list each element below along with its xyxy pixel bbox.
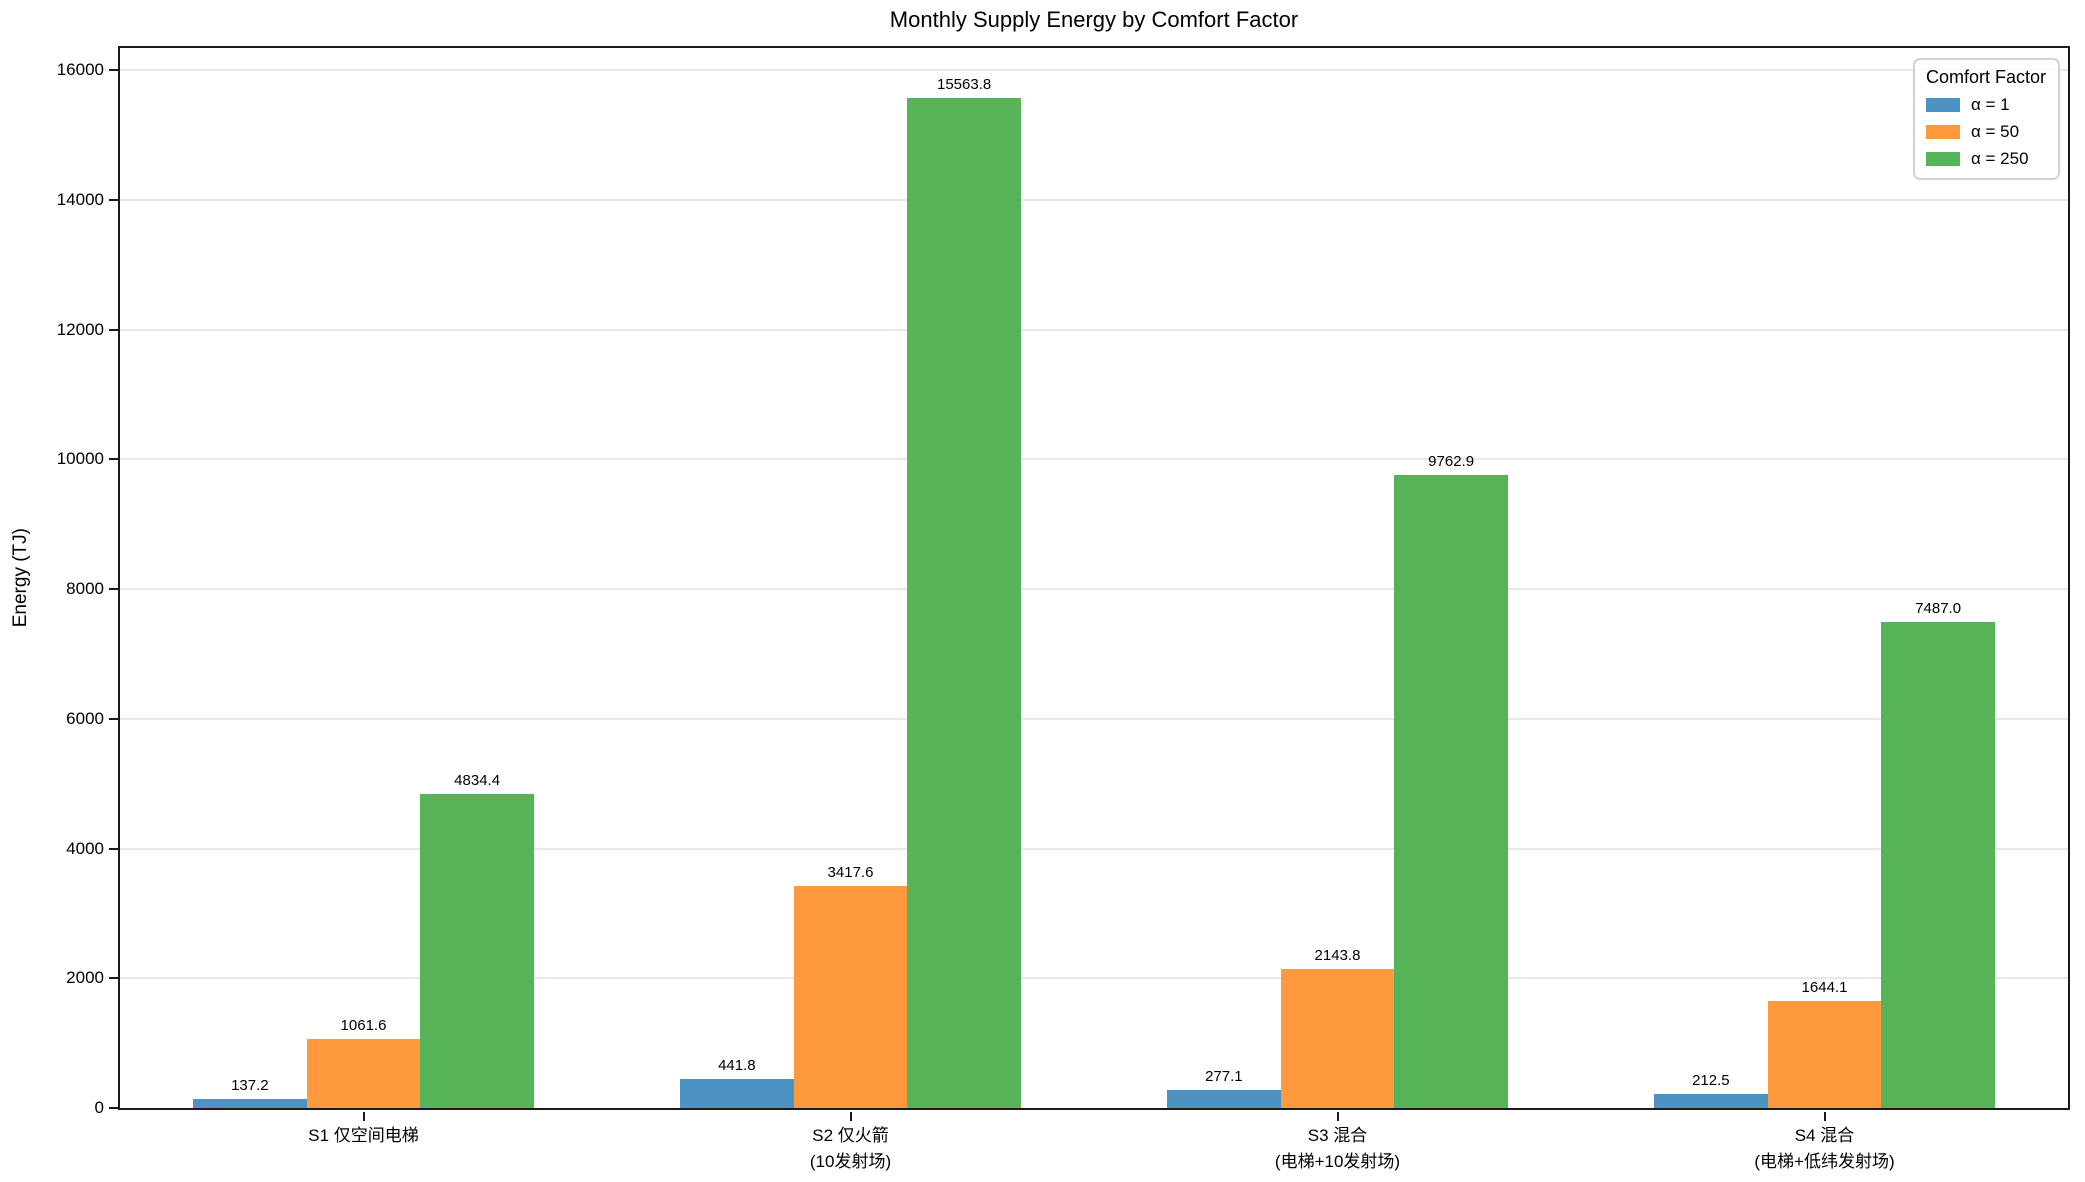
y-tick-mark [109,977,118,980]
x-tick-mark [1823,1112,1826,1121]
gridline-y-4000 [120,847,2068,850]
gridline-y-10000 [120,458,2068,461]
y-tick-label: 12000 [56,319,104,339]
y-tick-label: 16000 [56,60,104,80]
bar-α=1: 441.8 [680,1057,794,1108]
legend-label: α = 1 [1970,95,2010,114]
y-tick-label: 10000 [56,449,104,469]
y-tick-mark [109,198,118,201]
x-tick-label: S4 混合 (电梯+低纬发射场) [1754,1126,1895,1172]
bar-α=1: 137.2 [193,1077,307,1108]
bar-α=250: 4834.4 [420,772,534,1108]
bar-value-label: 1061.6 [340,1017,387,1035]
legend-label: α = 50 [1970,122,2020,141]
x-tick-label: S3 混合 (电梯+10发射场) [1274,1126,1401,1172]
bar-α=250: 9762.9 [1394,453,1508,1108]
y-tick-label: 4000 [66,838,104,858]
bar-groups: 137.2 1061.6 4834.4 S1 仅空间电梯 441.8 3417.6 1556… [120,48,2068,1171]
x-tick-label: S2 仅火箭 (10发射场) [809,1126,892,1172]
gridline-y-2000 [120,977,2068,980]
legend-entry: α = 250 [1925,149,2046,169]
bar-value-label: 7487.0 [1915,600,1962,618]
y-tick-label: 14000 [56,189,104,209]
bar-value-label: 277.1 [1205,1068,1243,1086]
legend-swatch-alpha-50 [1925,125,1960,139]
bar-value-label: 212.5 [1692,1072,1730,1090]
y-tick-mark [109,847,118,850]
legend-entry: α = 1 [1925,95,2046,115]
bar-value-label: 3417.6 [827,864,874,882]
bar-group-1: 137.2 1061.6 4834.4 S1 仅空间电梯 [120,48,607,1145]
legend-swatch-alpha-250 [1925,152,1960,166]
gridline-y-12000 [120,328,2068,331]
bar-α=1: 277.1 [1167,1068,1281,1108]
bar-group-2: 441.8 3417.6 15563.8 S2 仅火箭 (10发射场) [607,48,1094,1171]
chart-title: Monthly Supply Energy by Comfort Factor [889,7,1299,32]
bars: 137.2 1061.6 4834.4 [193,48,534,1108]
y-tick-label: 8000 [66,579,104,599]
legend-swatch-alpha-1 [1925,98,1960,112]
y-axis-label-wrap: Energy (TJ) [8,46,34,1110]
gridline-y-14000 [120,198,2068,201]
gridline-y-8000 [120,588,2068,591]
bar-α=250: 7487.0 [1881,600,1995,1108]
y-tick-label: 0 [94,1098,104,1117]
y-tick-mark [109,717,118,720]
x-tick-mark [362,1112,365,1121]
y-tick-mark [109,69,118,72]
bar-value-label: 137.2 [231,1077,269,1095]
x-tick-mark [849,1112,852,1121]
bar-group-4: 212.5 1644.1 7487.0 S4 混合 (电梯+低纬发射场) [1581,48,2068,1171]
bars: 277.1 2143.8 9762.9 [1167,48,1508,1108]
bar-value-label: 441.8 [718,1057,756,1075]
y-tick-label: 2000 [66,968,104,988]
y-tick-mark [109,588,118,591]
bar-α=250: 15563.8 [907,76,1021,1108]
bar-value-label: 2143.8 [1314,946,1361,964]
y-tick-mark [109,328,118,331]
legend: Comfort Factor α = 1 α = 50 α = 250 [1912,58,2060,180]
x-tick-label: S1 仅空间电梯 [308,1126,419,1145]
gridline-y-6000 [120,717,2068,720]
bars: 441.8 3417.6 15563.8 [680,48,1021,1108]
bar-α=50: 1644.1 [1767,979,1882,1108]
bar-group-3: 277.1 2143.8 9762.9 S3 混合 (电梯+10发射场) [1094,48,1581,1171]
bar-α=50: 1061.6 [306,1017,421,1108]
x-tick-mark [1336,1112,1339,1121]
y-axis-label: Energy (TJ) [10,528,31,628]
bar-value-label: 9762.9 [1428,452,1475,470]
bar-value-label: 1644.1 [1801,979,1848,997]
bar-value-label: 4834.4 [454,772,501,790]
bars: 212.5 1644.1 7487.0 [1654,48,1995,1108]
bar-α=50: 2143.8 [1280,947,1395,1108]
legend-entry: α = 50 [1925,122,2046,142]
plot-area: 0 2000 4000 6000 8000 10000 12000 14000 16000 13… [57,46,2070,1171]
y-tick-mark [109,458,118,461]
y-tick-mark [109,1107,118,1109]
bar-α=50: 3417.6 [793,864,908,1108]
legend-title: Comfort Factor [1925,67,2046,87]
y-tick-label: 6000 [66,708,104,728]
bar-α=1: 212.5 [1654,1072,1768,1108]
legend-label: α = 250 [1970,149,2029,168]
gridline-y-16000 [120,69,2068,72]
bar-value-label: 15563.8 [936,76,992,94]
